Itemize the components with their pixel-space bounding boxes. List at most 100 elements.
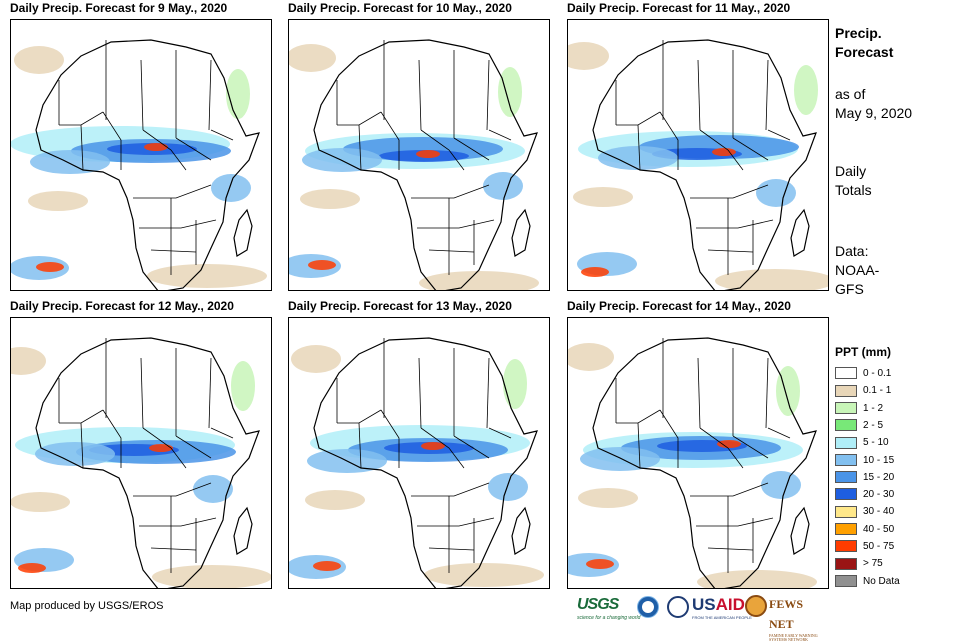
country-border (428, 547, 475, 551)
usgs-logo-tagline: science for a changing world (577, 615, 641, 621)
forecast-panel-6: Daily Precip. Forecast for 14 May., 2020 (567, 298, 829, 589)
usaid-logo: USAID FROM THE AMERICAN PEOPLE (692, 594, 752, 620)
country-border (139, 219, 217, 229)
precip-map (10, 317, 272, 589)
precip-map (288, 19, 550, 291)
legend-item: 0 - 0.1 (835, 366, 891, 381)
country-border (380, 409, 400, 468)
totals-line-1: Daily (835, 163, 867, 179)
country-border (428, 249, 475, 253)
usaid-logo-tagline: FROM THE AMERICAN PEOPLE (692, 615, 752, 620)
legend-label: 0 - 0.1 (863, 368, 892, 379)
precip-area (300, 189, 360, 209)
precip-area (30, 150, 110, 174)
country-border (59, 409, 104, 424)
country-border (420, 129, 465, 171)
country-border (140, 357, 144, 429)
heading-line-2: Forecast (835, 44, 894, 60)
precip-area (211, 174, 251, 202)
legend-item: No Data (835, 574, 900, 589)
legend-swatch (835, 419, 857, 432)
coastline (592, 337, 817, 588)
totals-line-2: Totals (835, 182, 872, 198)
forecast-panel-2: Daily Precip. Forecast for 10 May., 2020 (288, 0, 550, 291)
country-border (175, 137, 212, 161)
country-border (411, 184, 490, 199)
legend-label: 15 - 20 (863, 471, 895, 483)
as-of-date: May 9, 2020 (835, 105, 913, 121)
precip-area (149, 444, 173, 452)
country-border (358, 124, 362, 171)
coastline (35, 337, 260, 588)
country-border (80, 124, 84, 171)
country-border (707, 249, 754, 253)
coastline (233, 506, 253, 555)
panel-title: Daily Precip. Forecast for 14 May., 2020 (567, 299, 791, 313)
precip-area (305, 490, 365, 510)
coastline (233, 208, 253, 257)
data-source-line-3: GFS (835, 281, 864, 297)
fews-net-seal-icon (745, 595, 767, 617)
legend-label: 20 - 30 (863, 489, 895, 501)
precip-area (717, 440, 741, 448)
country-border (420, 427, 465, 469)
legend-label: 2 - 5 (863, 419, 884, 431)
precip-area (152, 565, 271, 588)
country-border (486, 59, 490, 131)
coastline (511, 506, 531, 555)
country-border (699, 129, 744, 171)
legend-item: 15 - 20 (835, 470, 894, 485)
country-border (697, 59, 701, 131)
country-border (659, 111, 679, 170)
precip-area (580, 447, 660, 471)
legend-label: 40 - 50 (863, 523, 895, 535)
country-border (133, 482, 212, 497)
country-border (732, 435, 769, 459)
usaid-logo-aid: AID (715, 595, 745, 614)
precip-area (483, 172, 523, 200)
legend-label: 1 - 2 (863, 402, 884, 414)
country-border (210, 427, 234, 439)
country-border (208, 357, 212, 429)
forecast-panel-4: Daily Precip. Forecast for 12 May., 2020 (10, 298, 272, 589)
legend-label: 10 - 15 (863, 454, 895, 466)
country-border (418, 357, 422, 429)
panel-title: Daily Precip. Forecast for 9 May., 2020 (10, 1, 228, 15)
precip-map (288, 317, 550, 589)
usgs-logo: USGS science for a changing world (577, 594, 641, 621)
country-border (732, 137, 769, 161)
country-border (142, 427, 187, 469)
country-border (690, 482, 769, 497)
precip-area (313, 561, 341, 571)
legend-item: 0.1 - 1 (835, 383, 891, 398)
panel-title: Daily Precip. Forecast for 12 May., 2020 (10, 299, 234, 313)
legend-swatch (835, 453, 857, 466)
precip-area (421, 442, 445, 450)
precip-area (424, 563, 544, 587)
coastline (592, 39, 817, 290)
precip-area (289, 44, 336, 72)
precip-area (291, 345, 341, 373)
country-border (210, 129, 234, 141)
precip-area (193, 475, 233, 503)
coastline (790, 208, 810, 257)
heading-line-1: Precip. (835, 25, 882, 41)
country-border (637, 422, 641, 469)
country-border (80, 422, 84, 469)
legend-label: 0.1 - 1 (863, 385, 892, 397)
precip-area (14, 46, 64, 74)
country-border (133, 184, 212, 199)
country-border (699, 427, 744, 469)
legend-swatch (835, 384, 857, 397)
legend-item: 2 - 5 (835, 418, 883, 433)
legend-item: 30 - 40 (835, 504, 894, 519)
legend-title: PPT (mm) (835, 345, 892, 359)
country-border (453, 435, 490, 459)
precip-map (10, 19, 272, 291)
precip-area (231, 361, 255, 411)
usaid-seal-icon (667, 596, 689, 618)
forecast-panel-1: Daily Precip. Forecast for 9 May., 2020 (10, 0, 272, 291)
legend-item: 10 - 15 (835, 453, 894, 468)
precip-area (712, 148, 736, 156)
panel-title: Daily Precip. Forecast for 11 May., 2020 (567, 1, 791, 15)
